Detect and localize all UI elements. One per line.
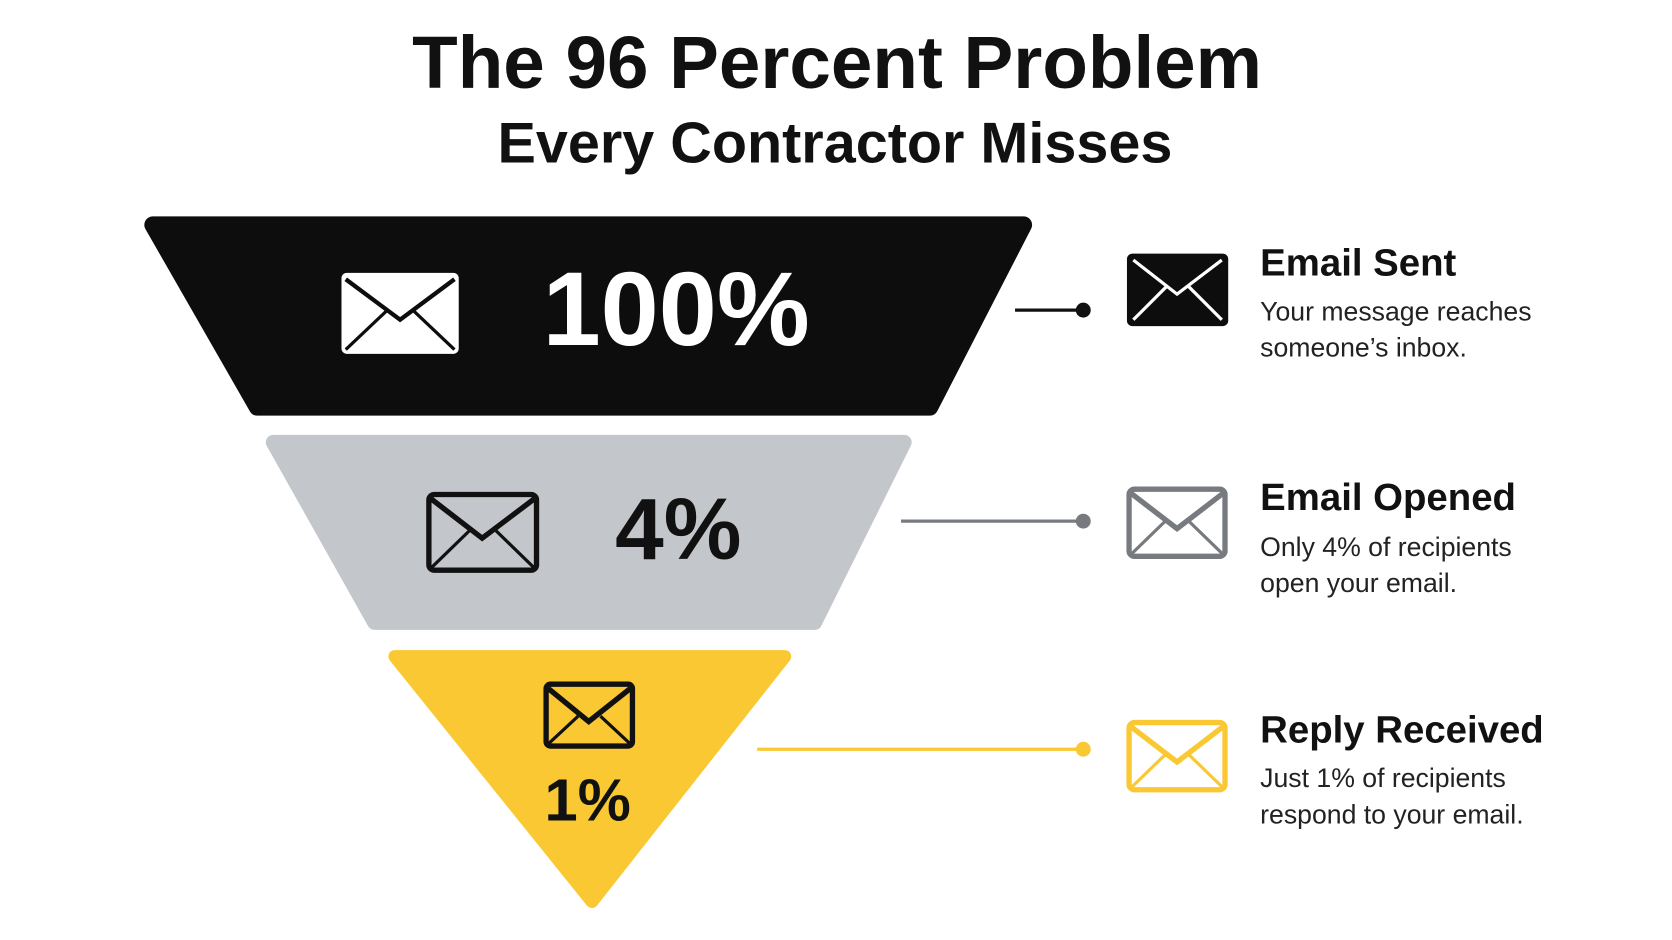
stage-title: Email Opened [1260, 476, 1516, 519]
envelope-icon [1126, 486, 1228, 559]
stage-value: 4% [615, 480, 741, 578]
envelope-icon [1126, 719, 1228, 793]
stage-title: Email Sent [1260, 242, 1456, 285]
stage-description: respond to your email. [1260, 799, 1523, 829]
envelope-icon [1126, 253, 1229, 327]
stage-description: Your message reaches [1260, 296, 1531, 326]
funnel-segment [144, 216, 1033, 416]
stage-value: 100% [543, 251, 810, 368]
title: The 96 Percent Problem [412, 20, 1262, 104]
envelope-icon [543, 681, 636, 749]
funnel-segment [265, 434, 912, 630]
stage-description: Just 1% of recipients [1260, 763, 1506, 793]
stage-description: Only 4% of recipients [1260, 532, 1512, 562]
connector [1015, 302, 1091, 318]
stage-description: someone’s inbox. [1260, 333, 1467, 363]
envelope-icon [341, 272, 459, 354]
subtitle: Every Contractor Misses [498, 111, 1173, 175]
connector [757, 741, 1091, 757]
envelope-icon [426, 491, 540, 573]
stage-title: Reply Received [1260, 708, 1544, 751]
connector [901, 513, 1091, 529]
funnel-segment [388, 650, 792, 909]
stage-description: open your email. [1260, 568, 1457, 598]
stage-value: 1% [545, 766, 631, 833]
